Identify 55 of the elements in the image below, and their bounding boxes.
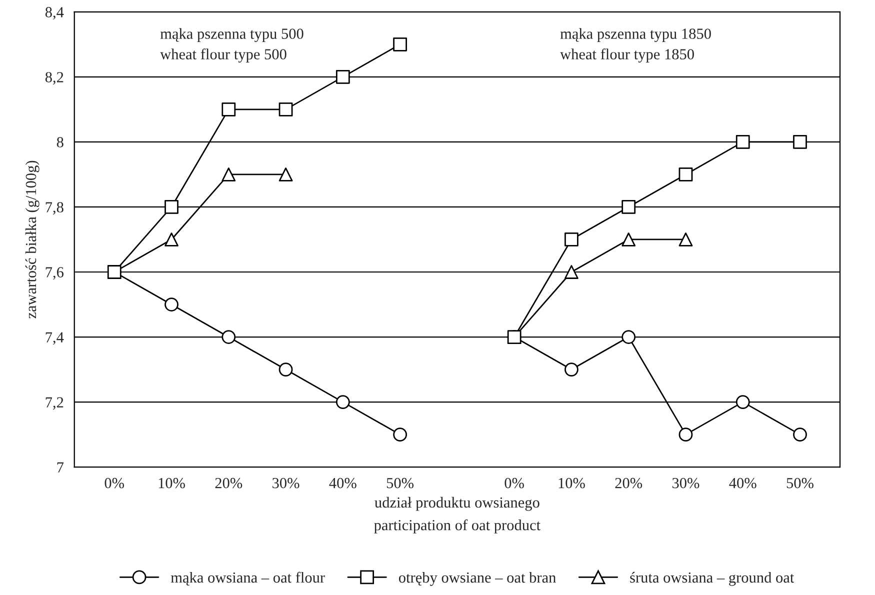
y-tick-label: 7,2 — [46, 397, 64, 410]
legend-label: mąka owsiana – oat flour — [170, 572, 325, 586]
x-tick-label: 10% — [558, 478, 585, 488]
y-tick-label: 8 — [56, 137, 64, 148]
point — [278, 102, 293, 116]
point — [164, 200, 178, 214]
point — [564, 362, 578, 376]
x-tick-label: 20% — [215, 478, 242, 488]
annotation: mąka pszenna typu 500 wheat flour type 500 — [160, 28, 304, 63]
point — [678, 428, 693, 442]
point — [736, 395, 750, 409]
x-tick-label: 50% — [386, 478, 414, 488]
point — [564, 265, 578, 279]
legend-label: otręby owsiane – oat bran — [398, 572, 556, 586]
x-tick-label: 0% — [504, 478, 524, 488]
point — [336, 395, 350, 409]
point — [107, 265, 122, 279]
point — [564, 232, 578, 246]
x-tick-label: 0% — [104, 478, 124, 488]
point — [622, 232, 636, 246]
point — [164, 232, 178, 246]
point — [336, 70, 350, 84]
point — [678, 232, 693, 246]
point — [278, 168, 293, 182]
legend-label: śruta owsiana – ground oat — [630, 572, 794, 586]
y-axis-title: zawartość białka (g/100g) — [25, 160, 40, 318]
y-tick-label: 8,4 — [45, 7, 64, 20]
point — [622, 200, 636, 214]
point — [278, 362, 293, 376]
x-tick-label: 40% — [729, 478, 756, 488]
point — [222, 102, 236, 116]
point — [393, 37, 407, 52]
point — [736, 135, 750, 149]
point — [622, 330, 636, 344]
point — [222, 168, 236, 182]
y-tick-label: 7,4 — [46, 332, 64, 345]
x-tick-label: 50% — [786, 478, 814, 488]
x-axis-title: udział produktu owsianego participation of oat product — [374, 496, 540, 534]
point — [793, 135, 807, 149]
y-tick-label: 8,2 — [45, 72, 64, 85]
y-tick-label: 7,8 — [46, 202, 64, 215]
point — [678, 168, 693, 182]
point — [164, 298, 178, 312]
point — [507, 330, 522, 344]
x-tick-label: 20% — [615, 478, 642, 488]
x-tick-label: 40% — [329, 478, 356, 488]
annotation: mąka pszenna typu 1850 wheat flour type 1850 — [560, 28, 711, 63]
x-tick-label: 30% — [272, 478, 300, 488]
point — [222, 330, 236, 344]
x-tick-label: 10% — [158, 478, 185, 488]
x-tick-label: 30% — [672, 478, 700, 488]
y-tick-label: 7 — [57, 462, 64, 472]
y-tick-label: 7,6 — [46, 267, 64, 280]
point — [393, 428, 407, 442]
point — [793, 428, 807, 442]
